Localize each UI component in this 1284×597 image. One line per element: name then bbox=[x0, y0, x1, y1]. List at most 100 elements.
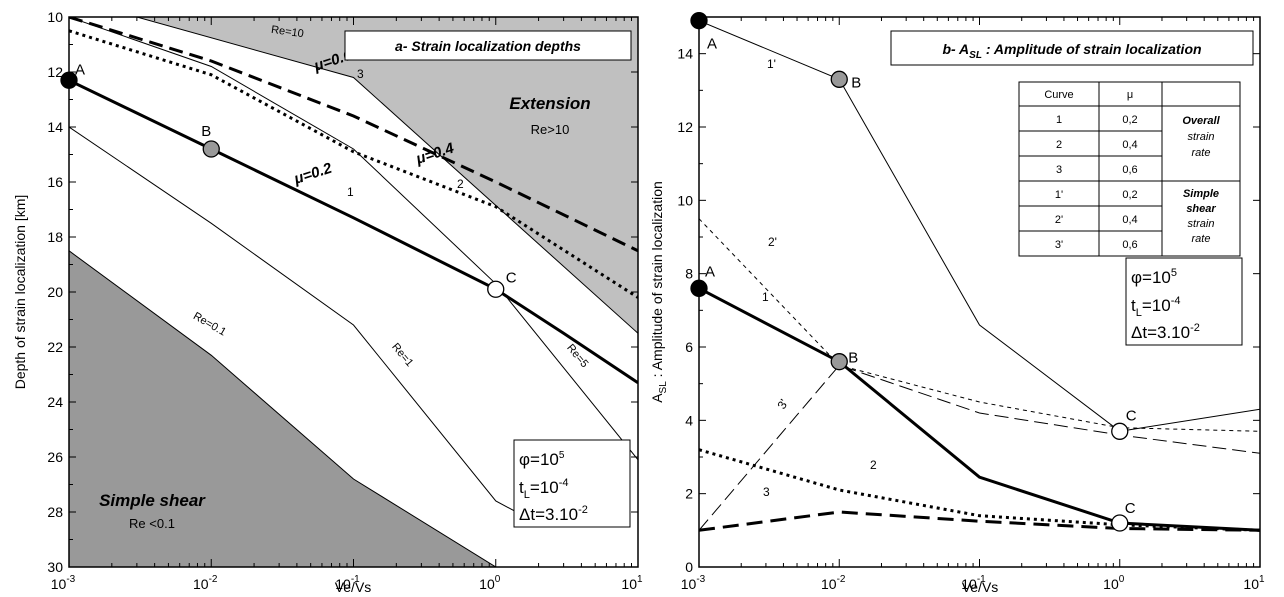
series-1p-line bbox=[699, 20, 1260, 432]
x-tick-label: 10-1 bbox=[335, 574, 360, 592]
point-b-label: B bbox=[848, 350, 858, 367]
x-axis-ticks-b: 10-3 10-2 10-1 100 101 bbox=[681, 17, 1265, 592]
point-b-label: B bbox=[201, 123, 211, 140]
table-group-overall-rate: rate bbox=[1192, 147, 1211, 159]
x-tick-label: 10-2 bbox=[193, 574, 218, 592]
point-c-marker bbox=[1111, 422, 1129, 440]
curve-2-label: 2 bbox=[457, 177, 464, 191]
x-tick-label: 100 bbox=[1103, 574, 1125, 592]
point-a-label: A bbox=[705, 263, 715, 280]
series-1-line bbox=[69, 78, 638, 385]
table-group-overall: Overall bbox=[1182, 115, 1220, 127]
table-cell: 0,4 bbox=[1122, 139, 1137, 151]
curve-1p-label: 1' bbox=[767, 57, 776, 71]
x-tick-label: 10-1 bbox=[961, 574, 986, 592]
x-tick-label: 100 bbox=[479, 574, 501, 592]
series-2p-line bbox=[699, 218, 1260, 432]
table-cell: 1 bbox=[1056, 114, 1062, 126]
x-axis-label-b: Ve/Vs bbox=[962, 579, 999, 595]
table-cell: 3 bbox=[1056, 164, 1062, 176]
table-header-curve: Curve bbox=[1044, 89, 1073, 101]
params-box-b bbox=[1125, 257, 1243, 346]
panel-a-title: a- Strain localization depths bbox=[395, 38, 581, 54]
y-tick-label: 2 bbox=[685, 486, 693, 502]
table-header-mu: μ bbox=[1127, 89, 1133, 101]
y-tick-label: 10 bbox=[47, 9, 63, 25]
y-tick-label: 12 bbox=[47, 64, 63, 80]
x-tick-label: 10-2 bbox=[821, 574, 846, 592]
extension-region bbox=[69, 17, 638, 334]
curve-1-label: 1 bbox=[347, 185, 354, 199]
table-group-shear: shear bbox=[1186, 203, 1216, 215]
table-cell: 2 bbox=[1056, 139, 1062, 151]
point-c-label: C bbox=[1125, 500, 1136, 517]
y-tick-label: 0 bbox=[685, 559, 693, 575]
panel-b-title-box bbox=[890, 30, 1254, 66]
curve-2p-label: 2' bbox=[768, 235, 777, 249]
point-a-label: A bbox=[707, 36, 717, 53]
x-tick-label: 101 bbox=[1243, 574, 1265, 592]
re10-label: Re=10 bbox=[270, 24, 304, 40]
table-cell: 2' bbox=[1055, 214, 1063, 226]
point-b-marker bbox=[830, 70, 848, 88]
curve-1-label-b: 1 bbox=[762, 290, 769, 304]
table-group-simple-strain: strain bbox=[1188, 218, 1215, 230]
point-a-marker bbox=[690, 279, 708, 297]
series-3p-line bbox=[699, 364, 1260, 531]
table-cell: 0,4 bbox=[1122, 214, 1137, 226]
point-b-marker bbox=[202, 140, 220, 158]
point-a-marker bbox=[690, 12, 708, 30]
table-cell: 3' bbox=[1055, 239, 1063, 251]
x-axis-label-a: Ve/Vs bbox=[335, 579, 372, 595]
y-tick-label: 14 bbox=[47, 119, 63, 135]
y-tick-label: 10 bbox=[677, 192, 693, 208]
y-tick-label: 12 bbox=[677, 119, 693, 135]
series-3-line bbox=[699, 510, 1260, 532]
simple-shear-sub-label: Re <0.1 bbox=[129, 516, 175, 531]
y-tick-label: 22 bbox=[47, 339, 63, 355]
x-tick-label: 101 bbox=[621, 574, 643, 592]
table-cell: 0,2 bbox=[1122, 114, 1137, 126]
x-tick-label: 10-3 bbox=[681, 574, 706, 592]
mu-02-label: μ=0.2 bbox=[291, 159, 335, 188]
y-tick-label: 18 bbox=[47, 229, 63, 245]
curve-mu-table: Curve μ 1 0,2 2 0,4 3 0,6 1' 0,2 2' 0,4 … bbox=[1018, 81, 1241, 257]
re5-label: Re=5 bbox=[564, 342, 590, 370]
re01-label: Re=0.1 bbox=[191, 310, 228, 338]
panel-b-title: b- ASL : Amplitude of strain localizatio… bbox=[942, 41, 1201, 61]
param-tl-a: tL=10-4 bbox=[519, 477, 568, 501]
y-tick-label: 4 bbox=[685, 412, 693, 428]
re1-boundary-line bbox=[69, 126, 517, 513]
point-c-label: C bbox=[1126, 407, 1137, 424]
params-box-a bbox=[513, 439, 631, 528]
panel-a-title-box bbox=[344, 30, 632, 61]
table-cell: 0,6 bbox=[1122, 164, 1137, 176]
curve-3-label: 3 bbox=[357, 67, 364, 81]
y-tick-label: 20 bbox=[47, 284, 63, 300]
simple-shear-label: Simple shear bbox=[99, 491, 206, 510]
point-c-label: C bbox=[506, 269, 517, 286]
y-tick-label: 16 bbox=[47, 174, 63, 190]
simple-shear-region bbox=[69, 250, 497, 567]
table-cell: 0,2 bbox=[1122, 189, 1137, 201]
series-2-line bbox=[69, 29, 638, 299]
y-tick-label: 14 bbox=[677, 46, 693, 62]
series-1-line bbox=[699, 286, 1260, 532]
extension-label: Extension bbox=[509, 94, 590, 113]
point-c-marker bbox=[487, 280, 505, 298]
y-tick-label: 30 bbox=[47, 559, 63, 575]
table-group-simple: Simple bbox=[1183, 188, 1219, 200]
param-dt-b: Δt=3.10-2 bbox=[1131, 322, 1200, 342]
param-dt-a: Δt=3.10-2 bbox=[519, 504, 588, 524]
x-axis-ticks-a: 10-3 10-2 10-1 100 101 bbox=[51, 17, 643, 592]
x-tick-label: 10-3 bbox=[51, 574, 76, 592]
y-tick-label: 6 bbox=[685, 339, 693, 355]
table-cell: 1' bbox=[1055, 189, 1063, 201]
table-cell: 0,6 bbox=[1122, 239, 1137, 251]
series-2-line bbox=[699, 448, 1260, 532]
points-b: A B A B C C bbox=[690, 12, 1137, 532]
